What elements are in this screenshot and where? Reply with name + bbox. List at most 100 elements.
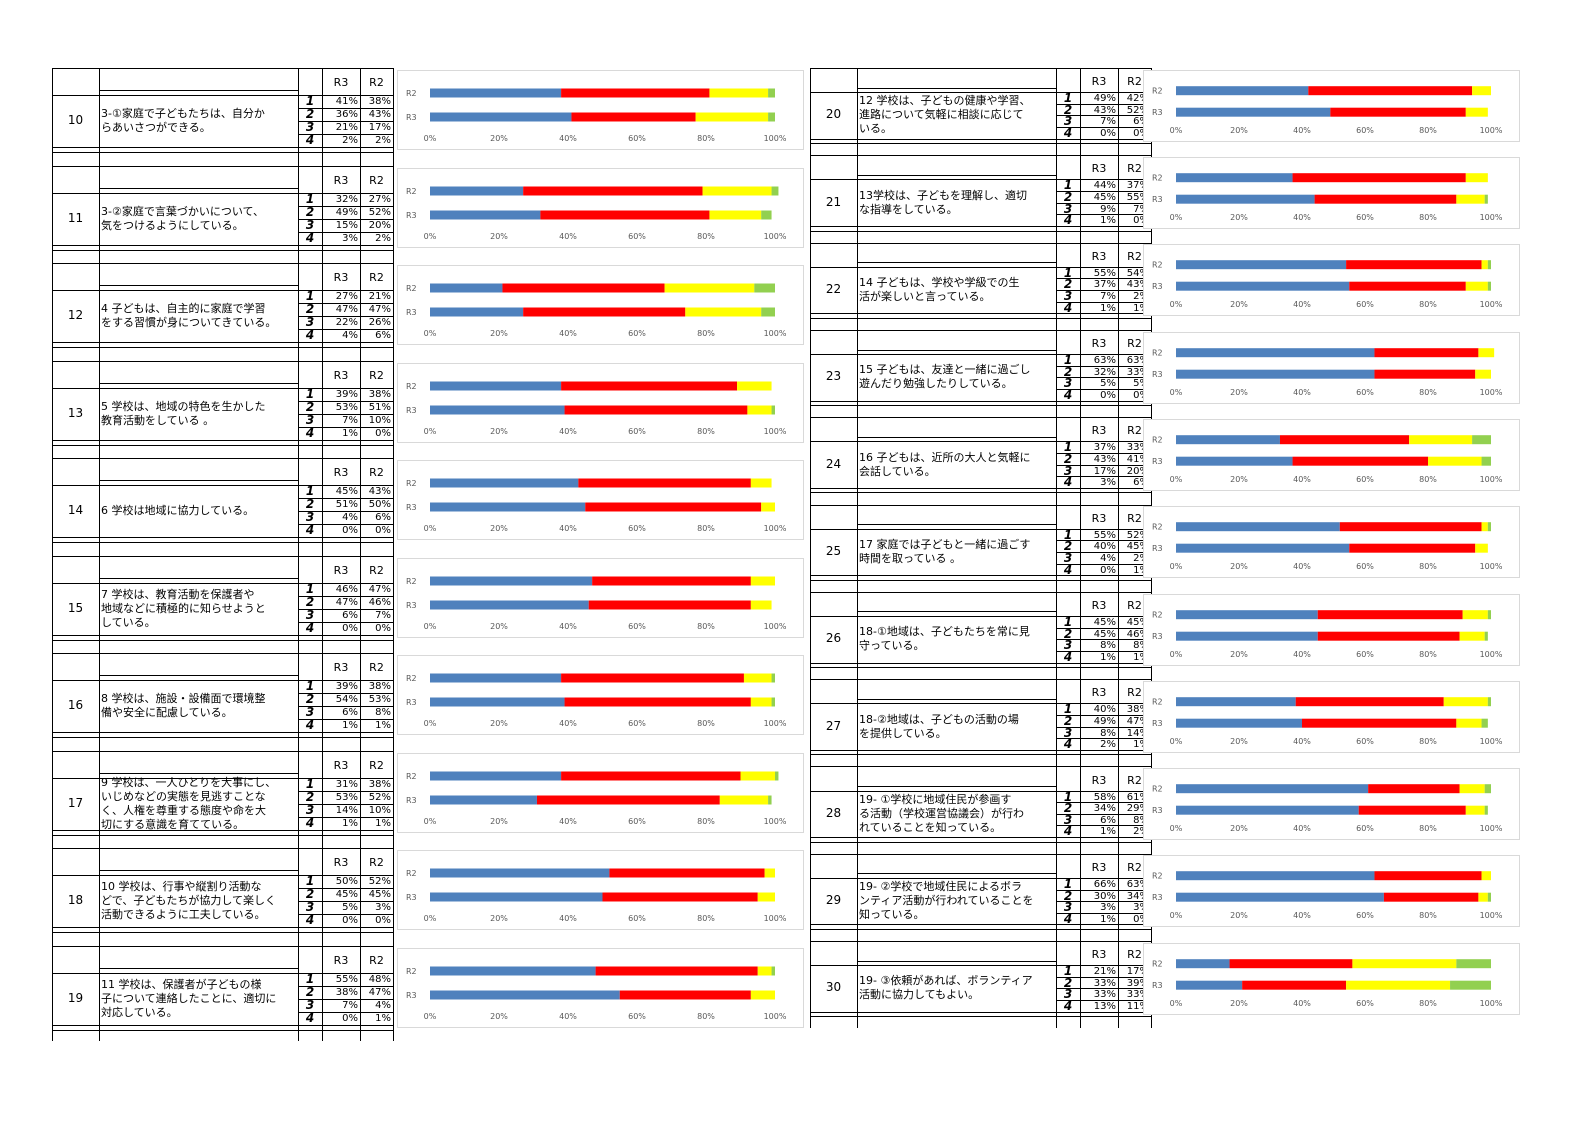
value-r2: 47% [368, 583, 391, 595]
x-tick-label: 20% [1230, 999, 1248, 1008]
x-tick-label: 100% [1480, 213, 1503, 222]
stacked-bar-chart: R2 R3 0% 20% 40% 60% 80% 100% [1143, 942, 1520, 1015]
question-text: 12 学校は、子どもの健康や学習、 [859, 94, 1031, 108]
stacked-bar-chart: R2 R3 0% 20% 40% 60% 80% 100% [397, 752, 804, 833]
header-r2: R2 [1127, 511, 1142, 525]
x-tick-label: 0% [424, 1012, 437, 1021]
row-index: 3 [305, 120, 315, 134]
x-tick-label: 80% [1419, 475, 1437, 484]
table-hline [1056, 988, 1151, 990]
survey-item: R3 R2 10 3-①家庭で子どもたちは、自分か らあいさつができる。 1 41% 38% 2… [52, 68, 804, 166]
value-r3: 15% [335, 219, 358, 231]
value-r3: 39% [335, 681, 358, 692]
header-r3: R3 [333, 661, 349, 674]
row-index: 1 [1063, 527, 1073, 542]
bar-segment-r3-1 [1176, 805, 1359, 815]
x-tick-label: 100% [1480, 562, 1503, 571]
x-tick-label: 80% [1419, 911, 1437, 920]
table-hline [298, 316, 393, 317]
value-r2: 52% [368, 876, 391, 887]
question-text: 6 学校は地域に協力している。 [101, 504, 255, 517]
value-r3: 55% [1093, 529, 1116, 541]
header-r2: R2 [1127, 424, 1142, 438]
row-index: 2 [305, 302, 315, 316]
bar-segment-r2-3 [1409, 435, 1473, 445]
x-tick-label: 80% [697, 1012, 715, 1021]
survey-item: R3 R2 19 11 学校は、保護者が子どもの様 子について連絡したことに、適切に 対応… [52, 945, 804, 1044]
value-r3: 51% [335, 499, 358, 510]
question-text: ンティア活動が行われていることを [859, 894, 1034, 908]
chart-svg: R2 R3 0% 20% 40% 60% 80% 100% [1152, 260, 1503, 309]
value-r2: 2% [1133, 826, 1149, 838]
table-hline [298, 329, 393, 330]
table-hline [810, 965, 1151, 967]
value-r3: 0% [342, 1012, 358, 1024]
value-r3: 37% [1093, 279, 1116, 291]
bar-segment-r2-4 [771, 186, 779, 195]
value-r3: 7% [1100, 291, 1116, 303]
x-tick-label: 20% [490, 329, 508, 338]
survey-item: R3 R2 11 3-②家庭で言葉づかいについて、 気をつけるようにしている。 1 32% 2… [52, 165, 804, 264]
x-tick-label: 0% [1170, 562, 1183, 571]
x-tick-label: 60% [1356, 300, 1374, 309]
bar-segment-r2-3 [1472, 85, 1491, 95]
table-hline [1056, 365, 1151, 367]
question-text: 14 子どもは、学校や学級での生 [859, 276, 1020, 290]
bar-segment-r2-4 [1472, 435, 1491, 445]
chart-svg: R2 R3 0% 20% 40% 60% 80% 100% [406, 186, 787, 241]
table-hline [857, 349, 1056, 351]
bar-segment-r3-1 [430, 307, 524, 317]
category-label: R2 [406, 284, 417, 293]
table-hline [1056, 976, 1151, 978]
bar-segment-r2-3 [702, 186, 772, 195]
table-hline [810, 1011, 1151, 1013]
x-tick-label: 40% [559, 622, 577, 631]
bar-segment-r3-3 [1346, 980, 1451, 990]
bar-segment-r3-1 [430, 795, 537, 804]
bar-segment-r3-1 [1176, 369, 1375, 379]
value-r2: 1% [1133, 564, 1149, 576]
value-r2: 38% [368, 681, 391, 692]
survey-item: R3 R2 14 6 学校は地域に協力している。 1 45% 43% 2 51% 50% 3 4% 6%… [52, 458, 804, 556]
question-text: 19- ②学校で地域住民によるボラ [859, 880, 1022, 894]
table-hline [298, 231, 393, 233]
table-vline [810, 68, 811, 1029]
bar-segment-r3-2 [1383, 893, 1479, 903]
table-hline [99, 382, 298, 384]
x-tick-label: 40% [1293, 388, 1311, 397]
value-r3: 1% [1100, 651, 1116, 663]
value-r2: 1% [375, 1012, 391, 1024]
row-index: 3 [1063, 376, 1073, 391]
value-r3: 21% [335, 122, 358, 133]
table-hline [298, 901, 393, 902]
table-hline [52, 737, 393, 738]
x-tick-label: 100% [764, 329, 787, 338]
table-hline [52, 95, 393, 96]
table-hline [1056, 802, 1151, 804]
value-r2: 38% [1126, 704, 1149, 716]
question-text: 備や安全に配慮している。 [101, 706, 233, 719]
row-index: 4 [305, 425, 315, 440]
bar-segment-r2-4 [775, 771, 779, 780]
row-index: 2 [1063, 801, 1073, 816]
table-hline [99, 285, 298, 286]
value-r3: 1% [1100, 826, 1116, 838]
value-r3: 43% [1093, 454, 1116, 465]
x-tick-label: 60% [628, 329, 646, 338]
row-index: 1 [1063, 91, 1073, 106]
table-hline [1056, 278, 1151, 280]
table-hline [857, 174, 1056, 176]
row-index: 3 [305, 510, 315, 524]
value-r3: 0% [1100, 389, 1116, 401]
bar-segment-r3-4 [768, 795, 772, 804]
table-hline [810, 615, 1151, 617]
row-index: 1 [305, 386, 315, 401]
value-r2: 4% [375, 999, 391, 1011]
table-hline [52, 68, 393, 69]
value-r2: 14% [1126, 727, 1149, 739]
question-text: 15 子どもは、友達と一緒に過ごし [859, 363, 1031, 377]
header-r2: R2 [369, 856, 384, 869]
value-r3: 32% [1093, 366, 1116, 378]
bar-segment-r3-4 [1481, 718, 1488, 728]
category-label: R2 [406, 187, 417, 196]
